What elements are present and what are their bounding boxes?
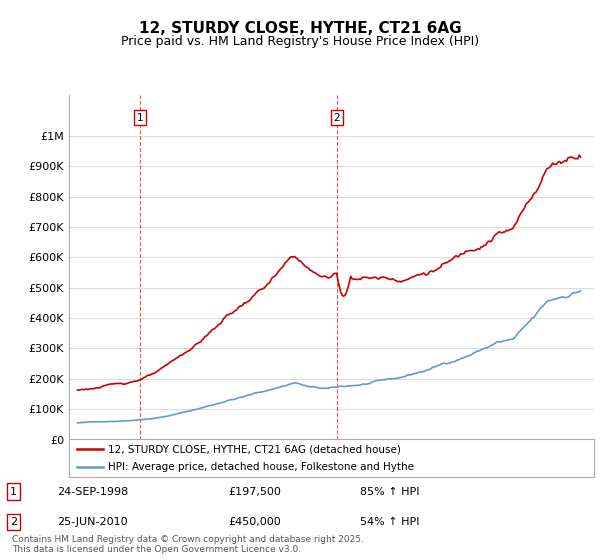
Text: 25-JUN-2010: 25-JUN-2010 (57, 517, 128, 527)
Text: Price paid vs. HM Land Registry's House Price Index (HPI): Price paid vs. HM Land Registry's House … (121, 35, 479, 48)
Text: 85% ↑ HPI: 85% ↑ HPI (360, 487, 419, 497)
Text: 24-SEP-1998: 24-SEP-1998 (57, 487, 128, 497)
Text: £197,500: £197,500 (228, 487, 281, 497)
Text: 54% ↑ HPI: 54% ↑ HPI (360, 517, 419, 527)
Text: 1: 1 (10, 487, 17, 497)
Text: 12, STURDY CLOSE, HYTHE, CT21 6AG: 12, STURDY CLOSE, HYTHE, CT21 6AG (139, 21, 461, 36)
Text: 2: 2 (10, 517, 17, 527)
Text: 12, STURDY CLOSE, HYTHE, CT21 6AG (detached house): 12, STURDY CLOSE, HYTHE, CT21 6AG (detac… (109, 444, 401, 454)
Text: 1: 1 (137, 113, 143, 123)
Text: HPI: Average price, detached house, Folkestone and Hythe: HPI: Average price, detached house, Folk… (109, 462, 415, 472)
Text: £450,000: £450,000 (228, 517, 281, 527)
Text: 2: 2 (334, 113, 340, 123)
Text: Contains HM Land Registry data © Crown copyright and database right 2025.
This d: Contains HM Land Registry data © Crown c… (12, 535, 364, 554)
